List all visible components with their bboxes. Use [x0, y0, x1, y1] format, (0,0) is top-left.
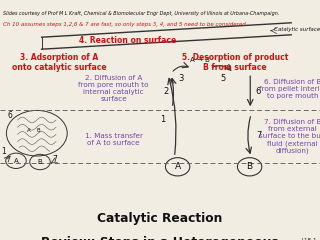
Text: B: B [246, 162, 253, 171]
Text: 4. Reaction on surface: 4. Reaction on surface [79, 36, 177, 45]
Text: A: A [27, 128, 31, 133]
Text: Slides courtesy of Prof M L Kraft, Chemical & Biomolecular Engr Dept, University: Slides courtesy of Prof M L Kraft, Chemi… [3, 11, 280, 16]
Text: Catalytic Reaction: Catalytic Reaction [97, 212, 223, 225]
Text: 6. Diffusion of B
from pellet interior
to pore mouth: 6. Diffusion of B from pellet interior t… [259, 79, 320, 99]
Text: 6: 6 [7, 111, 12, 120]
Text: 6: 6 [255, 87, 261, 96]
Text: 2. Diffusion of A
from pore mouth to
internal catalytic
surface: 2. Diffusion of A from pore mouth to int… [78, 75, 149, 102]
Text: A: A [174, 162, 181, 171]
Text: 2: 2 [163, 87, 168, 96]
Text: L18-1: L18-1 [301, 238, 317, 240]
Text: B: B [38, 159, 42, 165]
Text: B: B [36, 128, 40, 133]
Text: 7: 7 [256, 131, 261, 140]
Text: Catalytic surface: Catalytic surface [274, 28, 320, 32]
Text: Review: Steps in a Heterogeneous: Review: Steps in a Heterogeneous [41, 236, 279, 240]
Text: 3. Adsorption of A
onto catalytic surface: 3. Adsorption of A onto catalytic surfac… [12, 53, 107, 72]
Text: 5. Desorption of product
B from surface: 5. Desorption of product B from surface [182, 53, 288, 72]
Text: Ch 10 assumes steps 1,2,6 & 7 are fast, so only steps 3, 4, and 5 need to be con: Ch 10 assumes steps 1,2,6 & 7 are fast, … [3, 22, 246, 27]
Text: 7. Diffusion of B
from external
surface to the bulk
fluid (external
diffusion): 7. Diffusion of B from external surface … [259, 119, 320, 154]
Text: 1. Mass transfer
of A to surface: 1. Mass transfer of A to surface [84, 133, 143, 146]
Text: 5: 5 [221, 74, 226, 83]
Text: 7: 7 [52, 155, 57, 164]
Text: 1: 1 [2, 147, 6, 156]
Text: 3: 3 [178, 74, 183, 83]
Text: 1: 1 [160, 115, 165, 125]
Text: A: A [14, 158, 18, 164]
Text: A → B: A → B [190, 57, 210, 63]
